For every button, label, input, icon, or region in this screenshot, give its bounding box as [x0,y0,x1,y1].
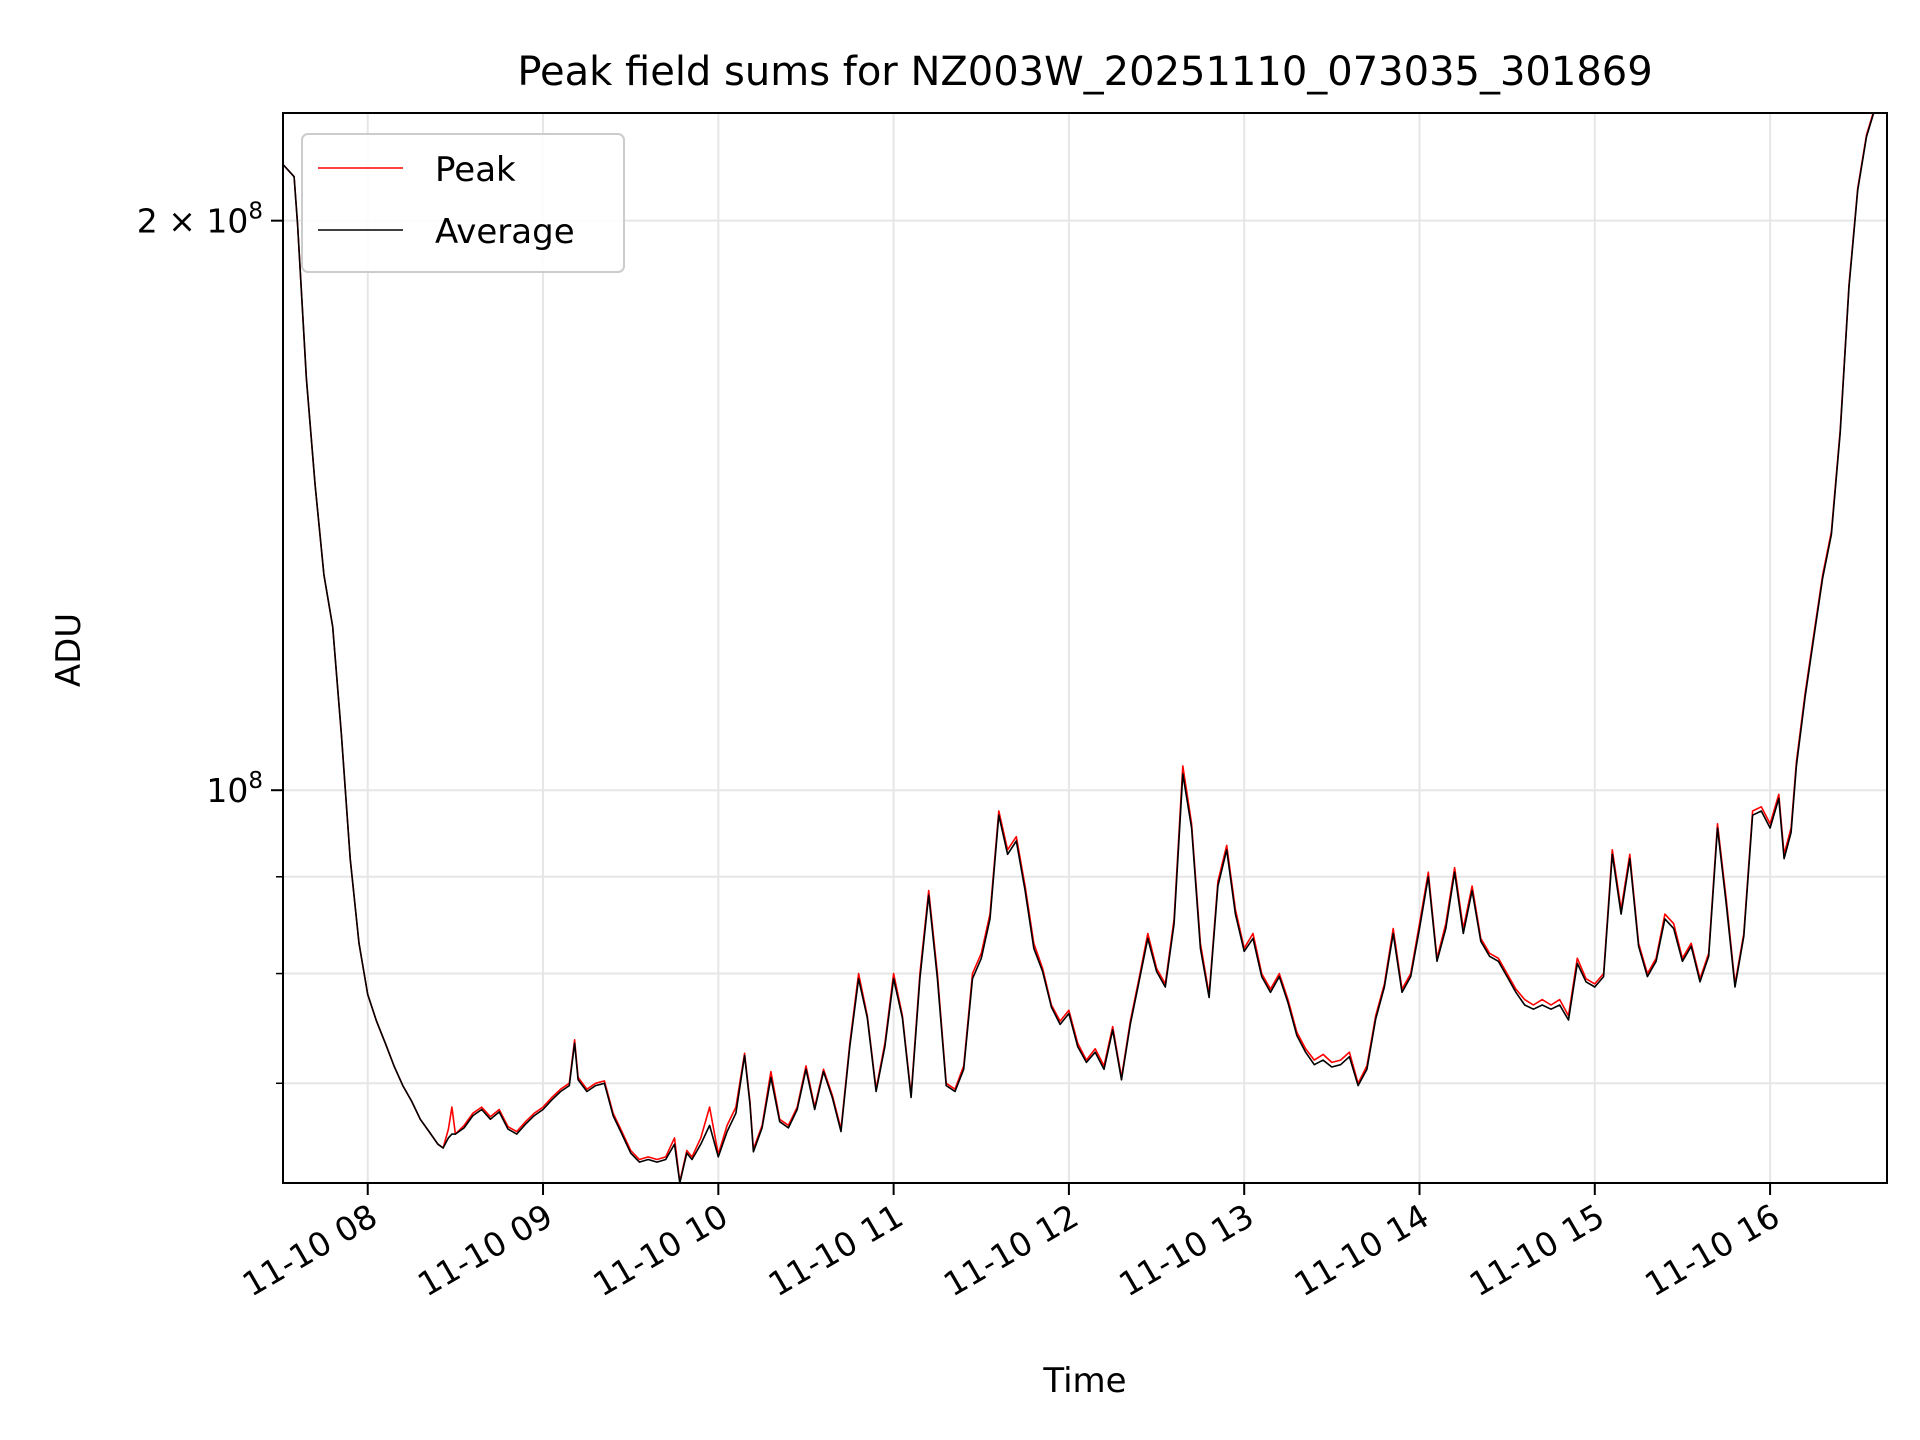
y-axis-label: ADU [49,613,89,687]
x-axis-label: Time [1042,1361,1126,1401]
legend-label-average: Average [435,212,575,252]
series-line-average [283,113,1875,1183]
series-lines [283,113,1875,1183]
legend: Peak Average [301,133,625,273]
grid [283,113,1887,1183]
plot-frame [282,112,1888,1184]
y-ticks: 108 2 × 108 [137,199,283,1085]
legend-label-peak: Peak [435,150,516,190]
y-tick-label-1: 2 × 108 [137,199,263,241]
y-tick-label-0: 108 [206,768,263,810]
chart-title: Peak field sums for NZ003W_20251110_0730… [517,49,1652,95]
